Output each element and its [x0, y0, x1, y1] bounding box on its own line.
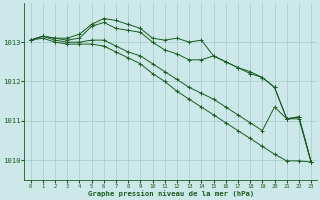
X-axis label: Graphe pression niveau de la mer (hPa): Graphe pression niveau de la mer (hPa)	[88, 190, 254, 197]
